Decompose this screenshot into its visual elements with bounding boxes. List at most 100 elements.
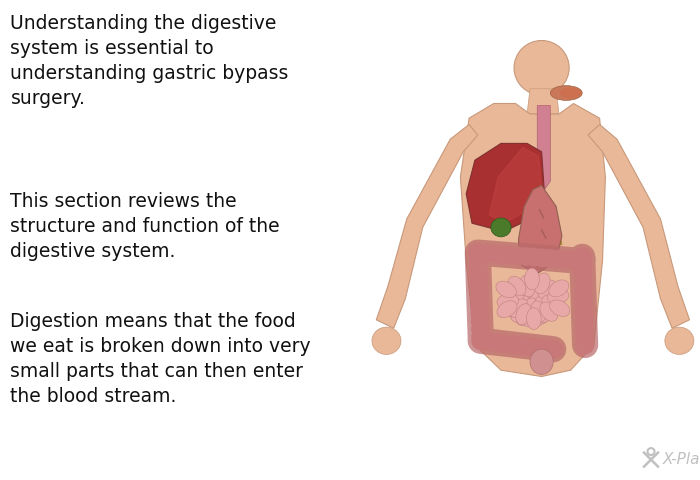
Circle shape [469,266,488,285]
Ellipse shape [527,278,542,300]
Text: Understanding the digestive
system is essential to
understanding gastric bypass
: Understanding the digestive system is es… [10,14,289,108]
Polygon shape [461,104,606,376]
Ellipse shape [519,276,535,297]
Circle shape [573,247,591,266]
Circle shape [470,289,489,308]
Circle shape [468,251,487,270]
Circle shape [573,271,592,290]
Circle shape [470,274,489,293]
Ellipse shape [524,298,538,320]
Ellipse shape [521,280,550,297]
Ellipse shape [532,291,554,306]
Ellipse shape [550,85,582,100]
Ellipse shape [512,291,533,306]
Ellipse shape [513,279,541,297]
Ellipse shape [511,284,531,301]
Ellipse shape [547,289,569,304]
Circle shape [471,331,490,350]
Polygon shape [588,124,690,328]
Circle shape [469,258,488,277]
Ellipse shape [665,327,694,354]
Circle shape [517,247,536,266]
Circle shape [500,246,519,264]
Circle shape [470,312,489,331]
Circle shape [471,320,490,338]
Circle shape [575,303,594,323]
Circle shape [493,245,511,264]
Circle shape [565,251,584,270]
Ellipse shape [505,288,532,308]
Ellipse shape [526,285,554,302]
Circle shape [573,255,592,274]
Ellipse shape [510,299,528,318]
Ellipse shape [549,280,569,297]
Ellipse shape [497,301,517,318]
Circle shape [496,334,514,353]
Ellipse shape [534,273,550,294]
Polygon shape [489,148,542,223]
Ellipse shape [514,40,569,95]
Circle shape [468,243,487,262]
Ellipse shape [540,295,564,318]
Circle shape [549,250,568,268]
Circle shape [528,338,547,357]
Ellipse shape [536,300,559,323]
Circle shape [512,336,531,355]
Circle shape [556,250,575,269]
Ellipse shape [519,294,536,314]
Circle shape [574,279,593,298]
Circle shape [477,244,496,263]
Circle shape [533,248,552,267]
Polygon shape [527,89,559,114]
Ellipse shape [530,349,553,374]
Polygon shape [519,228,562,257]
Ellipse shape [531,301,546,322]
Ellipse shape [561,88,581,98]
Ellipse shape [372,327,401,354]
Ellipse shape [511,302,537,323]
Circle shape [540,249,559,268]
Ellipse shape [510,281,537,299]
Circle shape [484,244,503,264]
Ellipse shape [517,305,542,325]
Circle shape [573,252,591,270]
Ellipse shape [497,294,519,309]
Circle shape [574,288,593,306]
Circle shape [575,327,594,347]
Ellipse shape [536,287,557,303]
Ellipse shape [542,294,564,310]
Circle shape [524,248,543,266]
Ellipse shape [523,305,547,327]
Ellipse shape [536,296,555,313]
Ellipse shape [530,294,546,314]
Circle shape [470,297,489,315]
Ellipse shape [524,282,553,299]
Circle shape [573,264,592,282]
Circle shape [544,340,563,359]
Ellipse shape [508,276,526,296]
Circle shape [487,333,506,352]
Text: This section reviews the
structure and function of the
digestive system.: This section reviews the structure and f… [10,192,280,261]
Ellipse shape [503,288,524,303]
Circle shape [471,327,490,346]
Circle shape [470,281,489,300]
Ellipse shape [516,304,531,324]
Ellipse shape [507,285,534,303]
Polygon shape [466,144,545,232]
Circle shape [508,246,527,265]
Ellipse shape [505,293,532,313]
Circle shape [575,320,594,338]
Circle shape [519,337,538,356]
Ellipse shape [542,288,565,312]
Circle shape [536,339,554,358]
Ellipse shape [507,298,533,318]
Ellipse shape [491,218,511,237]
Ellipse shape [519,283,536,303]
Ellipse shape [527,288,556,305]
Ellipse shape [526,308,541,329]
Text: Digestion means that the food
we eat is broken down into very
small parts that c: Digestion means that the food we eat is … [10,312,311,406]
Circle shape [480,332,498,351]
Circle shape [468,243,487,262]
Polygon shape [377,124,478,328]
Circle shape [575,296,593,314]
